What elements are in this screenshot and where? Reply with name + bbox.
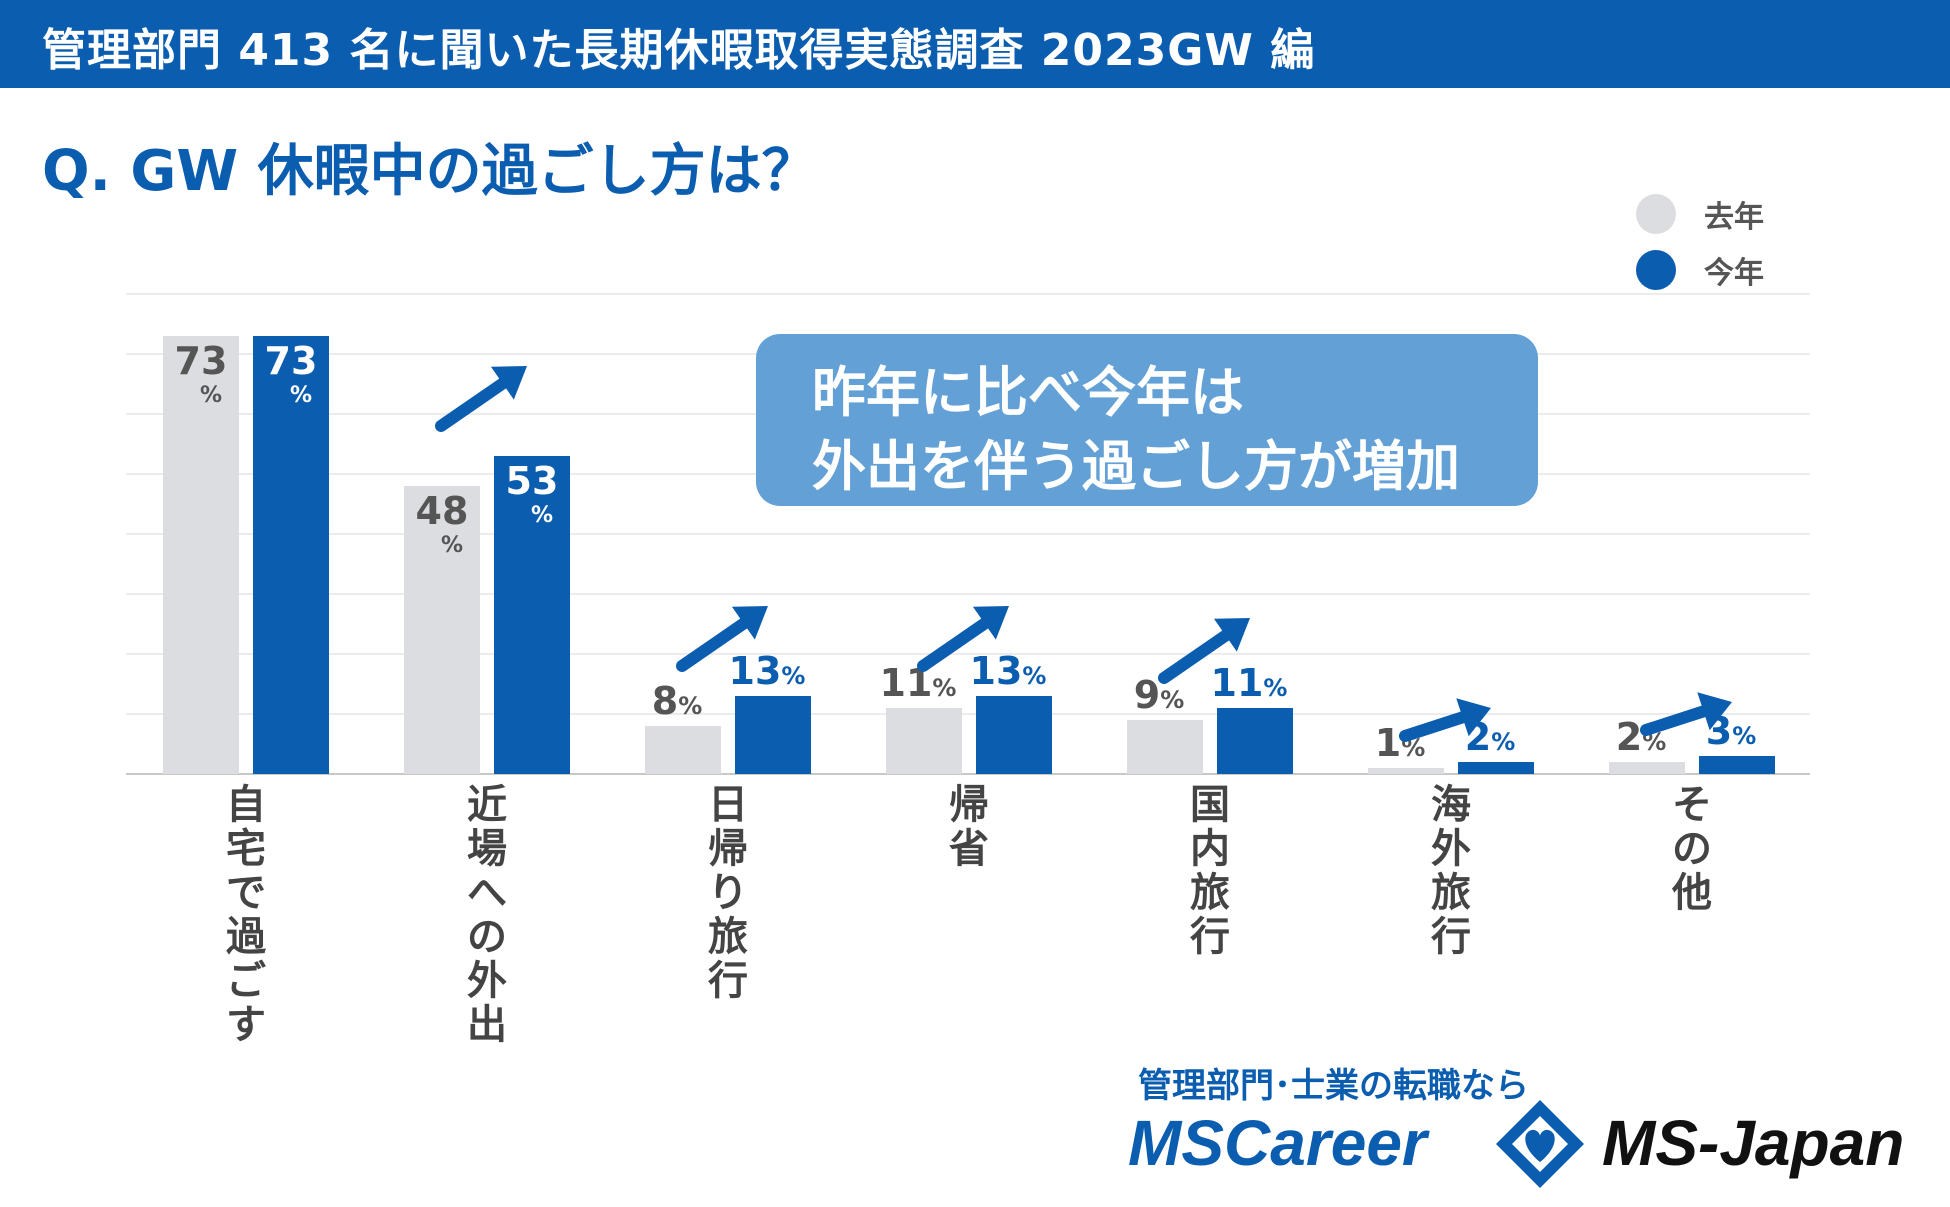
legend-swatch-last-year (1636, 194, 1676, 234)
legend-swatch-this-year (1636, 250, 1676, 290)
bar-last-year (1127, 720, 1203, 774)
increase-arrowhead (972, 606, 1009, 640)
category-label-char: 旅 (1431, 870, 1471, 916)
increase-arrowhead (1213, 618, 1250, 652)
category-label-char: そ (1672, 782, 1712, 828)
legend-label-this-year: 今年 (1704, 256, 1764, 291)
page-title: 管理部門 413 名に聞いた長期休暇取得実態調査 2023GW 編 (42, 25, 1316, 76)
legend-item-this-year: 今年 (1636, 248, 1764, 292)
category-label-char: 行 (1190, 914, 1230, 960)
data-label: 13% (729, 649, 806, 693)
category-label-char: 宅 (226, 826, 266, 872)
bar-last-year (404, 486, 480, 774)
category-label-char: 過 (226, 914, 267, 960)
bar-this-year (253, 336, 329, 774)
legend-item-last-year: 去年 (1636, 192, 1764, 236)
category-label-char: 省 (949, 826, 989, 872)
bar-this-year (494, 456, 570, 774)
category-label-char: 国 (1190, 782, 1230, 828)
bar-last-year (163, 336, 239, 774)
bar-this-year (976, 696, 1052, 774)
category-label-char: 出 (467, 1002, 507, 1048)
bar-this-year (1699, 756, 1775, 774)
category-label-char: 旅 (708, 914, 748, 960)
category-label-char: 行 (708, 958, 748, 1004)
data-label: 13% (970, 649, 1047, 693)
data-label-unit: % (200, 383, 222, 408)
category-label-char: 帰 (708, 826, 748, 872)
data-label-unit: % (290, 383, 312, 408)
data-label: 9% (1134, 673, 1185, 717)
category-label-char: 外 (467, 958, 507, 1004)
increase-arrowhead (1456, 698, 1491, 737)
category-label-char: 行 (1431, 914, 1471, 960)
callout-line-2: 外出を伴う過ごし方が増加 (812, 435, 1460, 498)
increase-arrowhead (731, 606, 768, 640)
bar-last-year (1368, 768, 1444, 774)
bar-this-year (1458, 762, 1534, 774)
data-label: 8% (652, 679, 703, 723)
callout-line-1: 昨年に比べ今年は (812, 361, 1244, 424)
data-label: 53 (506, 459, 559, 503)
category-label-char: り (708, 870, 748, 916)
category-label-char: の (467, 914, 507, 960)
category-label-char: 日 (708, 782, 748, 828)
callout-box: 昨年に比べ今年は 外出を伴う過ごし方が増加 (756, 334, 1538, 506)
brand-mscareer: MSCareer (1128, 1107, 1427, 1179)
bar-this-year (735, 696, 811, 774)
header-bar: 管理部門 413 名に聞いた長期休暇取得実態調査 2023GW 編 (0, 0, 1950, 88)
data-label: 48 (416, 489, 469, 533)
category-label-char: へ (467, 870, 507, 916)
legend-label-last-year: 去年 (1704, 200, 1764, 235)
bar-last-year (886, 708, 962, 774)
data-label-unit: % (441, 533, 463, 558)
category-label-char: 海 (1431, 782, 1471, 828)
brand-msjapan: MS-Japan (1602, 1107, 1905, 1179)
data-label: 73 (175, 339, 228, 383)
category-label-char: で (226, 870, 266, 916)
footer-tagline: 管理部門･士業の転職なら (1138, 1066, 1529, 1106)
data-label: 73 (265, 339, 318, 383)
question-title: Q. GW 休暇中の過ごし方は？ (42, 139, 818, 204)
ms-japan-logo-icon (1496, 1100, 1584, 1188)
data-label-unit: % (531, 503, 553, 528)
category-label-char: 帰 (949, 782, 989, 828)
category-label-char: 場 (467, 826, 507, 872)
bar-this-year (1217, 708, 1293, 774)
category-label-char: 自 (226, 782, 266, 828)
category-label-char: 他 (1671, 870, 1712, 916)
bar-last-year (645, 726, 721, 774)
increase-arrowhead (1697, 692, 1732, 731)
category-label-char: ご (226, 958, 266, 1004)
increase-arrowhead (490, 366, 527, 400)
category-label-char: 旅 (1190, 870, 1230, 916)
data-label: 11% (1211, 661, 1288, 705)
category-label-char: 外 (1431, 826, 1471, 872)
bar-last-year (1609, 762, 1685, 774)
category-label-char: 内 (1190, 826, 1230, 872)
category-label-char: の (1672, 826, 1712, 872)
category-label-char: す (226, 1002, 266, 1048)
category-label-char: 近 (467, 782, 507, 828)
